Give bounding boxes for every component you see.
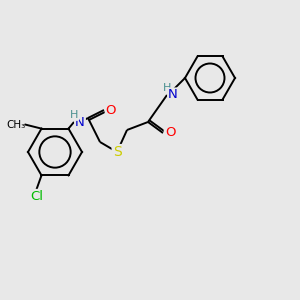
Text: N: N	[75, 116, 85, 128]
Text: O: O	[165, 127, 175, 140]
Text: H: H	[163, 83, 171, 93]
Text: N: N	[168, 88, 178, 101]
Text: S: S	[112, 145, 122, 159]
Text: H: H	[70, 110, 78, 120]
Text: O: O	[106, 103, 116, 116]
Text: Cl: Cl	[30, 190, 43, 203]
Text: CH₃: CH₃	[6, 120, 26, 130]
